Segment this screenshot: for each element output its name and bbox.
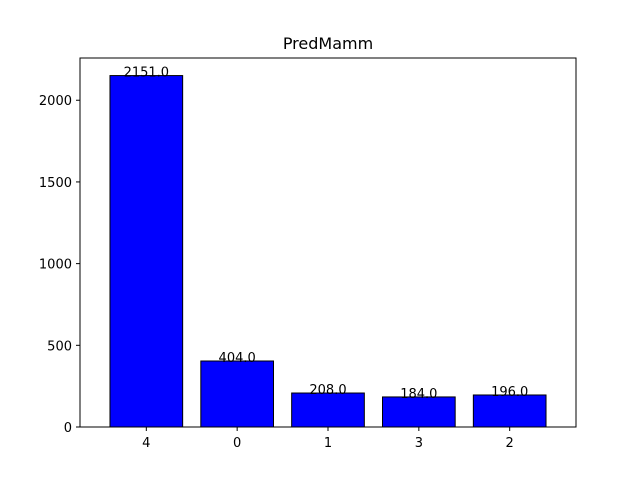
x-tick-label-2: 2 bbox=[506, 436, 514, 451]
data-label-1: 208.0 bbox=[309, 383, 346, 398]
bars-group bbox=[109, 75, 547, 428]
bar-0 bbox=[200, 360, 274, 428]
y-axis: 0 500 1000 1500 2000 bbox=[39, 94, 80, 436]
data-label-0: 404.0 bbox=[219, 351, 256, 366]
bar-1 bbox=[291, 392, 365, 428]
x-axis: 4 0 1 3 2 bbox=[142, 427, 514, 451]
plot-frame bbox=[79, 57, 577, 428]
data-label-3: 184.0 bbox=[400, 387, 437, 402]
x-tick-label-1: 1 bbox=[324, 436, 332, 451]
chart-title: PredMamm bbox=[283, 34, 373, 53]
bar-4 bbox=[109, 75, 184, 428]
x-tick-label-0: 0 bbox=[233, 436, 241, 451]
y-tick-label-500: 500 bbox=[47, 339, 72, 354]
y-tick-label-2000: 2000 bbox=[39, 94, 72, 109]
data-label-4: 2151.0 bbox=[124, 66, 170, 81]
y-tick-label-1000: 1000 bbox=[39, 258, 72, 273]
y-tick-label-1500: 1500 bbox=[39, 176, 72, 191]
data-labels-group: 2151.0 404.0 208.0 184.0 196.0 bbox=[124, 66, 529, 402]
x-tick-label-3: 3 bbox=[415, 436, 423, 451]
y-tick-label-0: 0 bbox=[64, 421, 72, 436]
data-label-2: 196.0 bbox=[491, 385, 528, 400]
x-tick-label-4: 4 bbox=[142, 436, 150, 451]
